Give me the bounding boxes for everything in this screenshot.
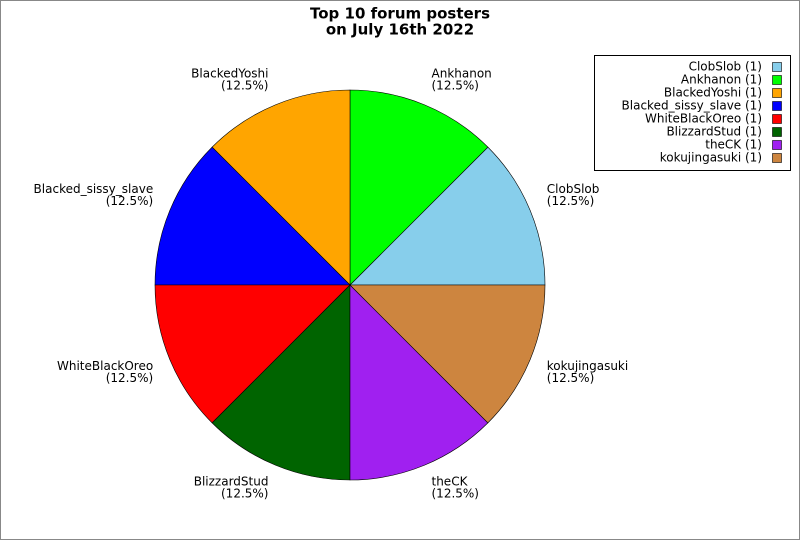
slice-label: theCK bbox=[432, 474, 469, 488]
pie-slice bbox=[211, 284, 351, 481]
slice-value-label: (12.5%) bbox=[547, 194, 594, 208]
slice-value-label: (12.5%) bbox=[432, 486, 479, 500]
legend-swatch bbox=[772, 75, 782, 85]
legend-swatch bbox=[772, 153, 782, 163]
slice-label: Blacked_sissy_slave bbox=[34, 182, 154, 196]
pie-slice bbox=[349, 89, 489, 286]
slice-label: kokujingasuki bbox=[547, 359, 628, 373]
slice-value-label: (12.5%) bbox=[106, 371, 153, 385]
legend-label: theCK (1) bbox=[705, 138, 762, 152]
pie-slice bbox=[349, 284, 489, 481]
chart-title: Top 10 forum posters bbox=[310, 5, 490, 23]
pie-slice bbox=[349, 284, 546, 424]
slice-value-label: (12.5%) bbox=[221, 486, 268, 500]
legend-label: WhiteBlackOreo (1) bbox=[645, 112, 762, 126]
legend-label: Ankhanon (1) bbox=[681, 73, 762, 87]
pie-slice bbox=[211, 89, 351, 286]
slice-label: Ankhanon bbox=[432, 67, 492, 81]
legend-label: BlackedYoshi (1) bbox=[664, 86, 762, 100]
legend-swatch bbox=[772, 140, 782, 150]
slice-label: ClobSlob bbox=[547, 182, 600, 196]
legend-swatch bbox=[772, 62, 782, 72]
legend-label: BlizzardStud (1) bbox=[666, 125, 762, 139]
slice-label: BlackedYoshi bbox=[191, 67, 268, 81]
slice-value-label: (12.5%) bbox=[547, 371, 594, 385]
slice-label: BlizzardStud bbox=[194, 474, 269, 488]
legend-label: ClobSlob (1) bbox=[689, 60, 762, 74]
chart-title: on July 16th 2022 bbox=[326, 21, 474, 39]
pie-slice bbox=[154, 284, 351, 424]
pie-slice bbox=[154, 146, 351, 286]
slice-label: WhiteBlackOreo bbox=[57, 359, 153, 373]
legend-swatch bbox=[772, 101, 782, 111]
slice-value-label: (12.5%) bbox=[432, 79, 479, 93]
legend-label: Blacked_sissy_slave (1) bbox=[622, 99, 762, 113]
legend-box bbox=[594, 55, 791, 171]
pie-slice bbox=[349, 146, 546, 286]
slice-value-label: (12.5%) bbox=[106, 194, 153, 208]
legend-swatch bbox=[772, 127, 782, 137]
slice-value-label: (12.5%) bbox=[221, 79, 268, 93]
legend-label: kokujingasuki (1) bbox=[660, 151, 762, 165]
legend-swatch bbox=[772, 88, 782, 98]
legend-swatch bbox=[772, 114, 782, 124]
